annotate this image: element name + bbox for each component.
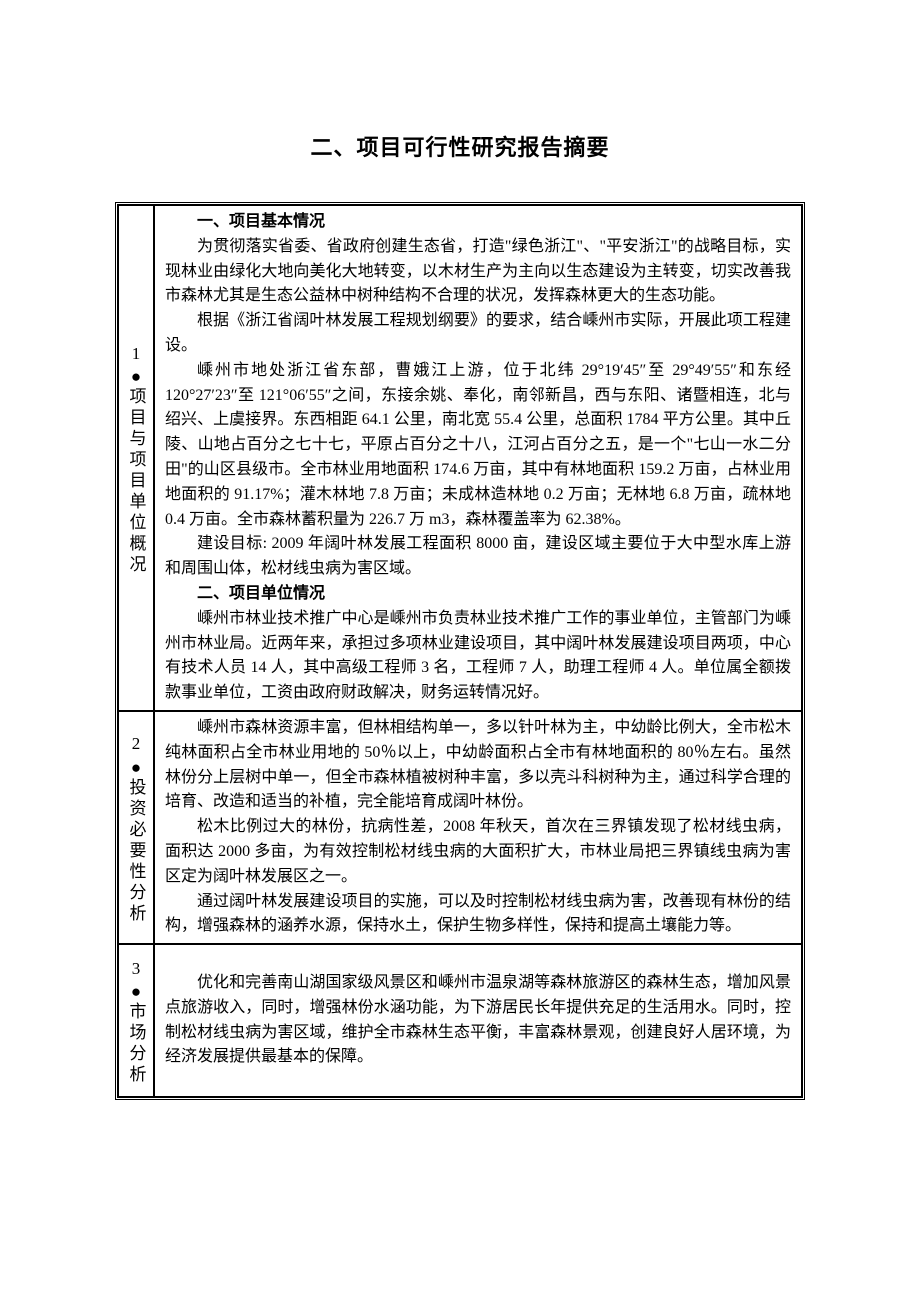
row-label-text: 投资必要性分析 <box>128 778 145 925</box>
content-paragraph: 嵊州市地处浙江省东部，曹娥江上游，位于北纬 29°19′45″至 29°49′5… <box>165 359 791 533</box>
table-body: 1●项目与项目单位概况一、项目基本情况为贯彻落实省委、省政府创建生态省，打造"绿… <box>118 205 802 1097</box>
row-content-cell: 优化和完善南山湖国家级风景区和嵊州市温泉湖等森林旅游区的森林生态，增加风景点旅游… <box>154 944 802 1097</box>
row-label-cell: 2 ● 投资必要性分析 <box>118 711 154 944</box>
table-row: 1●项目与项目单位概况一、项目基本情况为贯彻落实省委、省政府创建生态省，打造"绿… <box>118 205 802 711</box>
content-paragraph: 建设目标: 2009 年阔叶林发展工程面积 8000 亩，建设区域主要位于大中型… <box>165 532 791 582</box>
content-subtitle: 二、项目单位情况 <box>165 582 791 607</box>
row-label-cell: 3 ● 市场分析 <box>118 944 154 1097</box>
bullet-icon: ● <box>131 371 141 383</box>
content-paragraph: 根据《浙江省阔叶林发展工程规划纲要》的要求，结合嵊州市实际，开展此项工程建设。 <box>165 309 791 359</box>
row-content-cell: 嵊州市森林资源丰富，但林相结构单一，多以针叶林为主，中幼龄比例大，全市松木纯林面… <box>154 711 802 944</box>
row-label-inner: 2 ● 投资必要性分析 <box>121 730 151 924</box>
table-row: 3 ● 市场分析 优化和完善南山湖国家级风景区和嵊州市温泉湖等森林旅游区的森林生态，增… <box>118 944 802 1097</box>
content-paragraph: 嵊州市林业技术推广中心是嵊州市负责林业技术推广工作的事业单位，主管部门为嵊州市林… <box>165 607 791 706</box>
row-label-text: 项目与项目单位概况 <box>128 387 145 576</box>
page-title: 二、项目可行性研究报告摘要 <box>115 130 805 162</box>
bullet-icon: ● <box>131 986 141 998</box>
content-paragraph: 松木比例过大的林份，抗病性差，2008 年秋天，首次在三界镇发现了松材线虫病，面… <box>165 815 791 889</box>
table-row: 2 ● 投资必要性分析 嵊州市森林资源丰富，但林相结构单一，多以针叶林为主，中幼龄比例… <box>118 711 802 944</box>
row-number: 2 <box>132 730 141 757</box>
row-number: 3 <box>132 955 141 982</box>
content-paragraph: 优化和完善南山湖国家级风景区和嵊州市温泉湖等森林旅游区的森林生态，增加风景点旅游… <box>165 971 791 1070</box>
row-number: 1 <box>132 340 141 367</box>
row-content-cell: 一、项目基本情况为贯彻落实省委、省政府创建生态省，打造"绿色浙江"、"平安浙江"… <box>154 205 802 711</box>
bullet-icon: ● <box>131 762 141 774</box>
row-label-inner: 1 ● 项目与项目单位概况 <box>121 340 151 576</box>
row-label-cell: 1 ● 项目与项目单位概况 <box>118 205 154 711</box>
row-label-text: 市场分析 <box>128 1002 145 1086</box>
content-paragraph: 为贯彻落实省委、省政府创建生态省，打造"绿色浙江"、"平安浙江"的战略目标，实现… <box>165 235 791 309</box>
content-paragraph: 通过阔叶林发展建设项目的实施，可以及时控制松材线虫病为害，改善现有林份的结构，增… <box>165 890 791 940</box>
content-subtitle: 一、项目基本情况 <box>165 210 791 235</box>
row-label-inner: 3 ● 市场分析 <box>121 955 151 1086</box>
report-table: 1●项目与项目单位概况一、项目基本情况为贯彻落实省委、省政府创建生态省，打造"绿… <box>115 202 805 1100</box>
content-paragraph: 嵊州市森林资源丰富，但林相结构单一，多以针叶林为主，中幼龄比例大，全市松木纯林面… <box>165 716 791 815</box>
